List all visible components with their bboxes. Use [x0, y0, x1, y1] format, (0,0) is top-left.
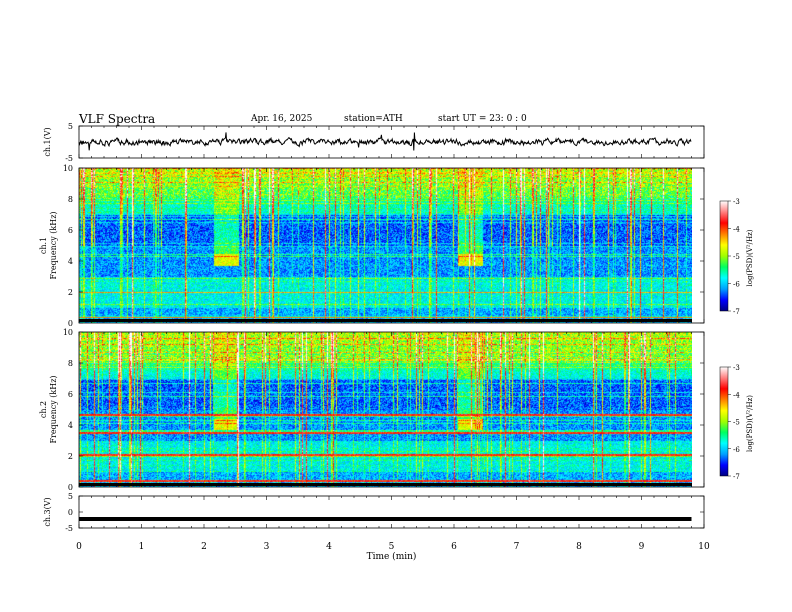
y-tick-label: 4 [68, 257, 73, 266]
spectrogram-ch1 [79, 168, 692, 323]
x-tick-label: 0 [76, 542, 82, 552]
zero-freq-strip [79, 483, 692, 486]
colorbar-label: log(PSD)(V²/Hz) [746, 229, 754, 286]
y-axis-label: ch.1 [39, 237, 48, 254]
y-tick-label: 10 [63, 164, 73, 173]
colorbar-tick-label: -3 [733, 198, 740, 206]
colorbar-tick-label: -6 [733, 446, 740, 454]
y-tick-label: 2 [68, 288, 73, 297]
header-station: station=ATH [344, 114, 403, 124]
axes-layer [78, 125, 731, 529]
y-tick-label: 0 [68, 483, 73, 492]
y-tick-label: 6 [68, 390, 73, 399]
y-tick-label: 8 [68, 195, 73, 204]
y-tick-label: 0 [68, 319, 73, 328]
header-date: Apr. 16, 2025 [251, 114, 313, 124]
y-tick-label: 6 [68, 226, 73, 235]
y-tick-label: -5 [65, 154, 73, 163]
x-tick-label: 9 [639, 542, 645, 552]
y-tick-label: 2 [68, 452, 73, 461]
colorbar-tick-label: -7 [733, 473, 740, 481]
y-axis-label: Frequency (kHz) [49, 375, 58, 443]
x-tick-label: 8 [576, 542, 582, 552]
x-axis-label: Time (min) [367, 551, 417, 562]
y-tick-label: 5 [68, 122, 73, 131]
colorbar-tick-label: -7 [733, 308, 740, 316]
y-tick-label: 0 [68, 508, 73, 517]
colorbar-tick-label: -4 [733, 391, 740, 399]
colorbar-tick-label: -5 [733, 253, 740, 261]
colorbar-tick-label: -3 [733, 364, 740, 372]
spectrogram-ch2 [79, 332, 692, 487]
y-axis-label: ch.2 [39, 401, 48, 418]
spectrogram-layer [79, 168, 692, 487]
x-tick-label: 10 [698, 542, 710, 552]
y-tick-label: -5 [65, 524, 73, 533]
y-axis-label: ch.3(V) [43, 497, 52, 526]
y-axis-label: ch.1(V) [43, 127, 52, 156]
x-tick-label: 5 [389, 542, 395, 552]
x-tick-label: 6 [451, 542, 457, 552]
colorbar-tick-label: -5 [733, 419, 740, 427]
panel-frame [78, 495, 705, 529]
y-tick-label: 5 [68, 492, 73, 501]
colorbar [719, 366, 729, 477]
colorbar-label: log(PSD)(V²/Hz) [746, 395, 754, 452]
y-tick-label: 4 [68, 421, 73, 430]
x-tick-label: 2 [201, 542, 207, 552]
colorbar-tick-label: -6 [733, 281, 740, 289]
colorbar-tick-label: -4 [733, 226, 740, 234]
header-start-ut: start UT = 23: 0 : 0 [438, 114, 527, 124]
y-tick-label: 8 [68, 359, 73, 368]
x-tick-label: 3 [264, 542, 270, 552]
ch1-waveform [78, 132, 692, 151]
x-tick-label: 7 [514, 542, 520, 552]
x-tick-label: 1 [139, 542, 145, 552]
colorbar [719, 200, 729, 312]
zero-freq-strip [79, 319, 692, 322]
timeseries-layer [78, 132, 692, 522]
x-tick-label: 4 [326, 542, 332, 552]
y-axis-label: Frequency (kHz) [49, 211, 58, 279]
y-tick-label: 10 [63, 328, 73, 337]
figure-title: VLF Spectra [79, 112, 156, 126]
